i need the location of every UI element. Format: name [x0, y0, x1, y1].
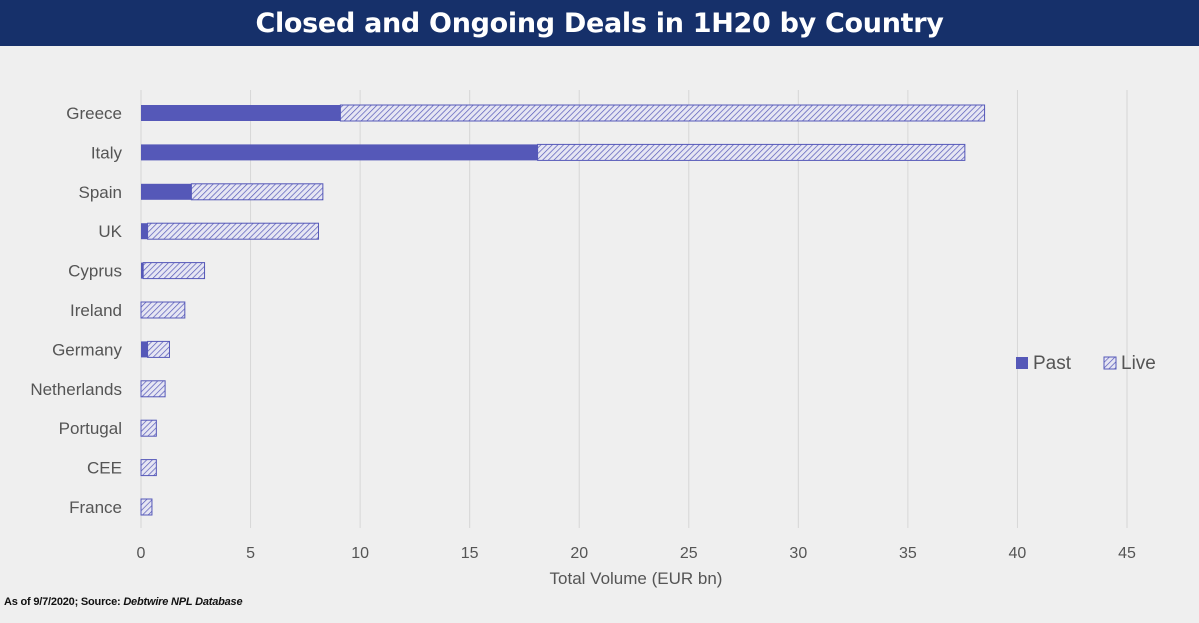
- legend-swatch-past: [1016, 357, 1028, 369]
- category-label: Portugal: [59, 419, 122, 438]
- bar-past: [141, 223, 148, 240]
- bar-live: [537, 143, 966, 161]
- gridlines: [140, 90, 1128, 528]
- x-tick-label: 40: [1009, 545, 1027, 562]
- category-label: CEE: [87, 459, 122, 478]
- x-tick-label: 5: [246, 545, 255, 562]
- as-of-text: As of 9/7/2020; Source:: [4, 596, 124, 608]
- bars: [140, 104, 986, 516]
- chart-title: Closed and Ongoing Deals in 1H20 by Coun…: [0, 0, 1199, 46]
- legend: Past Live: [1016, 353, 1156, 374]
- x-tick-label: 45: [1118, 545, 1136, 562]
- bar-past: [141, 262, 144, 279]
- bar-past: [141, 183, 192, 200]
- bar-chart: Greece Italy Spain UK Cyprus Ireland Germany Ne…: [30, 90, 1156, 588]
- category-label: UK: [98, 222, 122, 241]
- bar-past: [141, 144, 538, 161]
- x-tick-label: 30: [789, 545, 807, 562]
- legend-label-live: Live: [1121, 353, 1156, 374]
- x-tick-label: 10: [351, 545, 369, 562]
- category-label: Netherlands: [30, 380, 122, 399]
- x-tick-label: 15: [461, 545, 479, 562]
- category-label: Spain: [79, 183, 122, 202]
- category-label: Germany: [52, 340, 122, 359]
- source-name: Debtwire NPL Database: [123, 596, 243, 608]
- category-label: Ireland: [70, 301, 122, 320]
- x-tick-label: 0: [137, 545, 146, 562]
- bar-live: [142, 262, 206, 280]
- x-tick-label: 20: [570, 545, 588, 562]
- category-label: France: [69, 498, 122, 517]
- bar-live: [147, 340, 170, 358]
- category-label: Greece: [66, 104, 122, 123]
- x-axis-title: Total Volume (EUR bn): [550, 569, 723, 588]
- category-label: Cyprus: [68, 262, 122, 281]
- bar-live: [140, 380, 166, 398]
- bar-live: [140, 419, 157, 437]
- category-labels: Greece Italy Spain UK Cyprus Ireland Germany Ne…: [30, 104, 122, 517]
- bar-live: [147, 222, 319, 240]
- x-tick-label: 25: [680, 545, 698, 562]
- bar-past: [141, 105, 341, 121]
- bar-live: [190, 183, 324, 201]
- bar-live: [140, 459, 157, 477]
- bar-past: [141, 341, 148, 358]
- legend-label-past: Past: [1033, 353, 1072, 374]
- source-note: As of 9/7/2020; Source: Debtwire NPL Dat…: [4, 596, 243, 608]
- x-tick-label: 35: [899, 545, 917, 562]
- x-axis-ticks: 0 5 10 15 20 25 30 35 40 45: [137, 545, 1136, 562]
- category-label: Italy: [91, 143, 123, 162]
- bar-live: [339, 104, 986, 122]
- bar-live: [140, 498, 153, 516]
- bar-live: [140, 301, 186, 319]
- legend-swatch-live: [1103, 356, 1117, 370]
